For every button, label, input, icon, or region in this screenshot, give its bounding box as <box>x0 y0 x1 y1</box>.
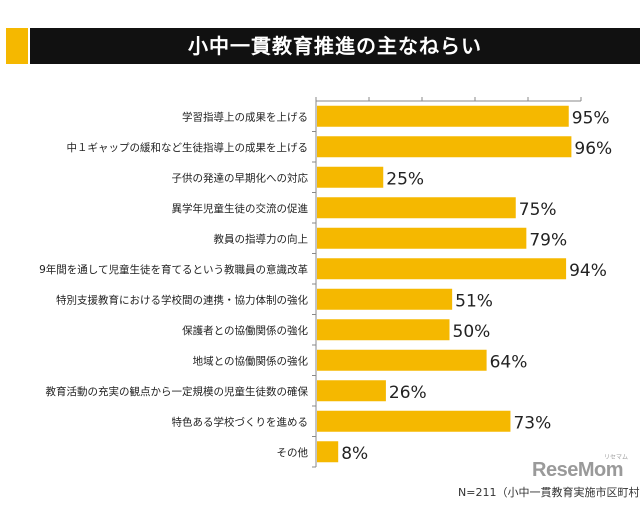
data-label: 8% <box>341 444 368 464</box>
category-label: 特色ある学校づくりを進める <box>172 415 309 428</box>
data-label: 79% <box>529 230 567 250</box>
data-label: 75% <box>519 200 557 220</box>
bar <box>317 258 567 280</box>
category-label: 特別支援教育における学校間の連携・協力体制の強化 <box>56 293 308 306</box>
bar <box>317 410 511 432</box>
title-accent-block <box>6 28 28 64</box>
data-label: 50% <box>453 322 491 342</box>
data-label: 73% <box>513 413 551 433</box>
category-label: 学習指導上の成果を上げる <box>182 110 308 123</box>
bar <box>317 105 569 127</box>
bar <box>317 227 527 249</box>
sample-size-footnote: N=211（小中一貫教育実施市区町村） <box>458 486 640 499</box>
resemom-logo: ReseMom <box>532 459 623 481</box>
category-label: 中１ギャップの緩和など生徒指導上の成果を上げる <box>67 141 309 154</box>
bar <box>317 441 339 463</box>
category-label: その他 <box>277 446 309 459</box>
category-label: 地域との協働関係の強化 <box>193 354 309 367</box>
bar <box>317 349 487 371</box>
data-label: 51% <box>455 291 493 311</box>
resemom-logo-kana: リセマム <box>604 454 629 461</box>
data-label: 25% <box>386 169 424 189</box>
bar <box>317 288 453 310</box>
data-label: 96% <box>574 139 612 159</box>
category-label: 異学年児童生徒の交流の促進 <box>172 202 309 215</box>
title-bar: 小中一貫教育推進の主なねらい <box>0 28 640 64</box>
bar <box>317 136 572 158</box>
data-label: 94% <box>569 261 607 281</box>
data-label: 26% <box>389 383 427 403</box>
category-label: 教育活動の充実の観点から一定規模の児童生徒数の確保 <box>46 385 309 398</box>
chart-title: 小中一貫教育推進の主なねらい <box>30 28 640 64</box>
category-label: 教員の指導力の向上 <box>214 232 309 245</box>
category-label: 子供の発達の早期化への対応 <box>172 171 309 184</box>
bar <box>317 319 450 341</box>
bar <box>317 166 384 188</box>
category-label: 9年間を通して児童生徒を育てるという教職員の意識改革 <box>39 263 308 276</box>
category-label: 保護者との協働関係の強化 <box>182 324 308 337</box>
bar <box>317 197 516 219</box>
bar <box>317 380 386 402</box>
data-label: 95% <box>572 108 610 128</box>
data-label: 64% <box>490 352 528 372</box>
